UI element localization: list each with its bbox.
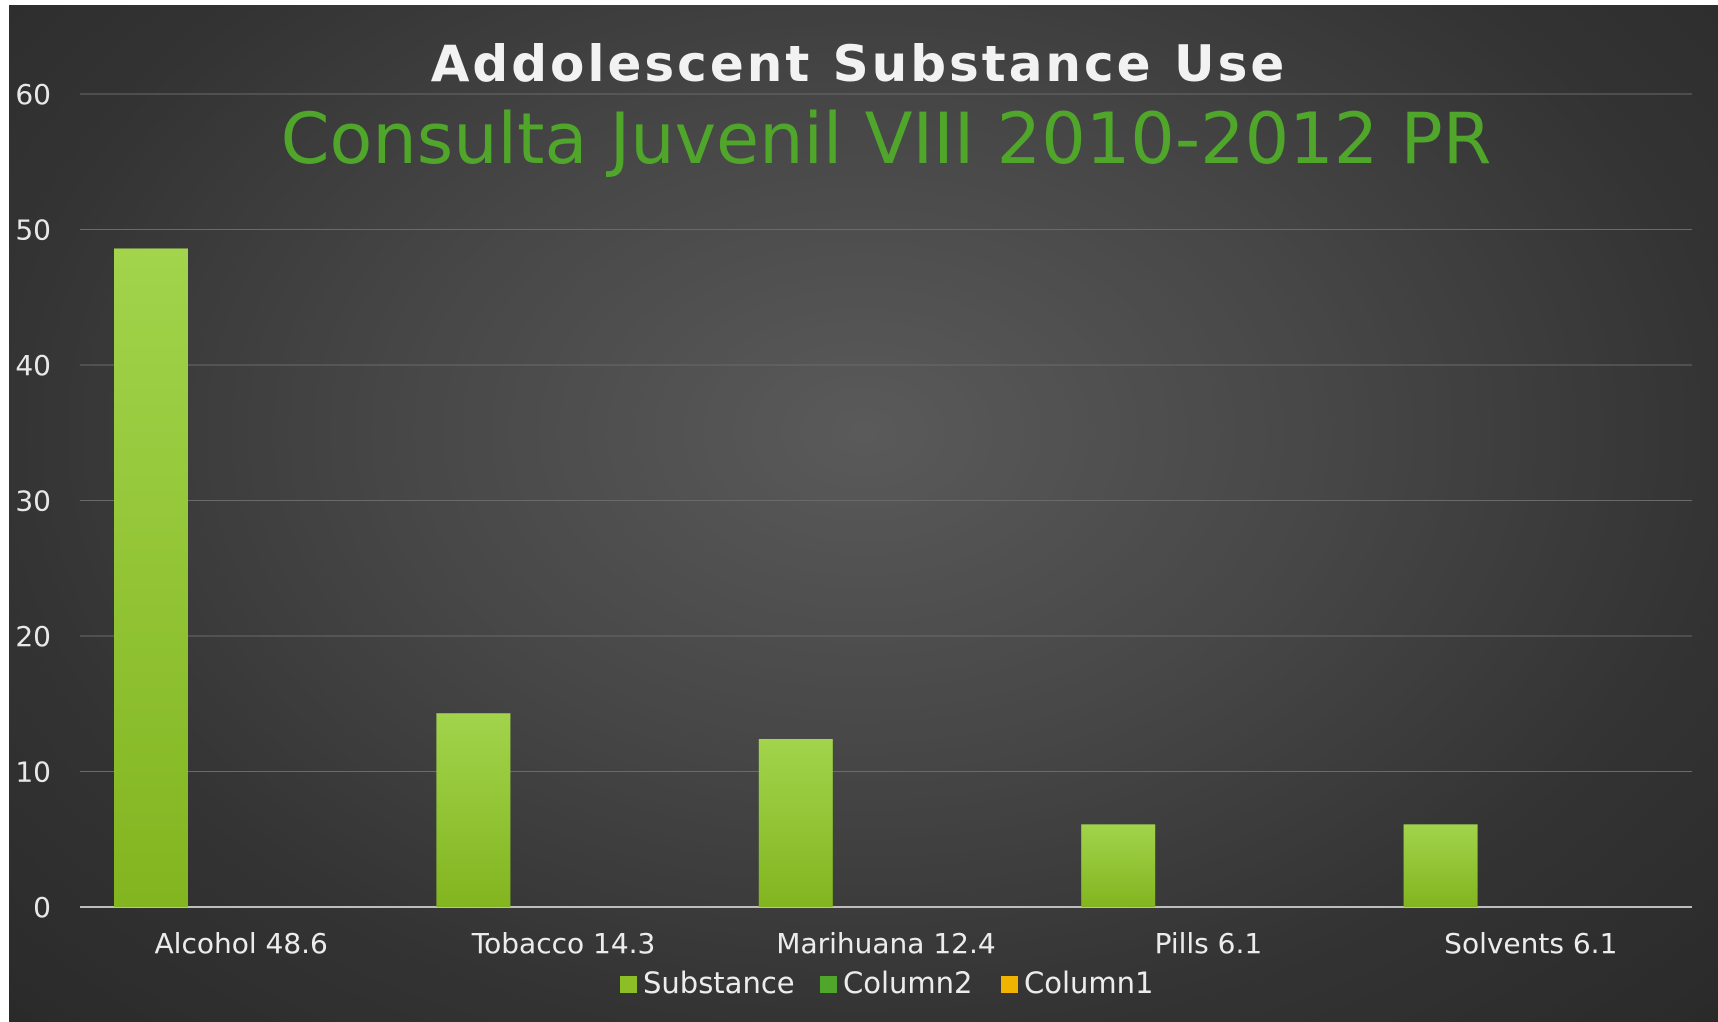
- category-label: Alcohol 48.6: [155, 927, 328, 960]
- y-tick-label: 40: [15, 349, 51, 382]
- gridlines: [80, 93, 1692, 908]
- chart-title: Addolescent Substance Use: [431, 35, 1288, 93]
- chart-subtitle: Consulta Juvenil VIII 2010-2012 PR: [281, 98, 1492, 180]
- bar-pills: [1081, 824, 1156, 907]
- bar-alcohol: [114, 248, 188, 908]
- bar-solvents: [1403, 824, 1478, 907]
- category-label: Marihuana 12.4: [776, 927, 995, 960]
- y-tick-label: 50: [15, 214, 51, 247]
- bar-tobacco: [436, 713, 511, 907]
- bar-chart: Addolescent Substance Use Consulta Juven…: [15, 35, 1692, 1000]
- y-tick-label: 60: [15, 78, 51, 111]
- legend-swatch: [620, 976, 637, 993]
- y-tick-label: 0: [33, 891, 51, 924]
- y-tick-label: 20: [15, 620, 51, 653]
- legend-label: Substance: [643, 966, 795, 1000]
- y-tick-label: 30: [15, 485, 51, 518]
- category-label: Tobacco 14.3: [471, 927, 656, 960]
- category-label: Solvents 6.1: [1444, 927, 1617, 960]
- category-label: Pills 6.1: [1155, 927, 1263, 960]
- legend-swatch: [1001, 976, 1018, 993]
- slide-background: Addolescent Substance Use Consulta Juven…: [9, 5, 1718, 1022]
- legend-swatch: [820, 976, 837, 993]
- x-axis-labels: Alcohol 48.6 Tobacco 14.3 Marihuana 12.4 Pi…: [155, 927, 1618, 960]
- y-tick-label: 10: [15, 756, 51, 789]
- legend-label: Column1: [1024, 966, 1154, 1000]
- bars: [114, 248, 1478, 908]
- legend: Substance Column2 Column1: [620, 966, 1154, 1000]
- legend-label: Column2: [843, 966, 973, 1000]
- bar-marihuana: [758, 738, 833, 907]
- y-axis-ticks: 0 10 20 30 40 50 60: [15, 78, 51, 924]
